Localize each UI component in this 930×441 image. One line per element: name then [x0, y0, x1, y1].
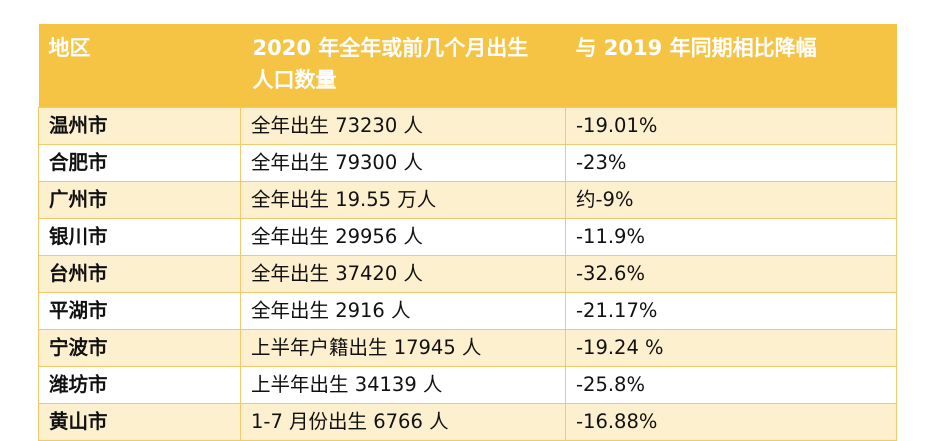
header-region: 地区	[38, 24, 241, 108]
table-header: 地区 2020 年全年或前几个月出生 人口数量 与 2019 年同期相比降幅	[38, 24, 897, 108]
city-cell: 广州市	[38, 181, 241, 219]
births-cell: 全年出生 37420 人	[240, 255, 566, 293]
change-cell: -11.9%	[565, 218, 897, 256]
change-cell: -23%	[565, 144, 897, 182]
births-cell: 上半年户籍出生 17945 人	[240, 329, 566, 367]
births-cell: 1-7 月份出生 6766 人	[240, 403, 566, 441]
header-change-label: 与 2019 年同期相比降幅	[575, 36, 817, 60]
change-cell: -32.6%	[565, 255, 897, 293]
city-cell: 宁波市	[38, 329, 241, 367]
change-cell: 约-9%	[565, 181, 897, 219]
city-cell: 黄山市	[38, 403, 241, 441]
change-cell: -16.88%	[565, 403, 897, 441]
header-births-line1: 2020 年全年或前几个月出生	[252, 36, 529, 60]
birth-data-table-container: 地区 2020 年全年或前几个月出生 人口数量 与 2019 年同期相比降幅 温州…	[38, 24, 897, 441]
change-cell: -21.17%	[565, 292, 897, 330]
city-cell: 平湖市	[38, 292, 241, 330]
table-row: 银川市 全年出生 29956 人 -11.9%	[38, 218, 897, 256]
change-cell: -25.8%	[565, 366, 897, 404]
births-cell: 全年出生 29956 人	[240, 218, 566, 256]
births-cell: 全年出生 19.55 万人	[240, 181, 566, 219]
header-change: 与 2019 年同期相比降幅	[565, 24, 897, 108]
table-row: 黄山市 1-7 月份出生 6766 人 -16.88%	[38, 403, 897, 441]
births-cell: 全年出生 79300 人	[240, 144, 566, 182]
table-row: 广州市 全年出生 19.55 万人 约-9%	[38, 181, 897, 219]
city-cell: 台州市	[38, 255, 241, 293]
city-cell: 潍坊市	[38, 366, 241, 404]
table-row: 合肥市 全年出生 79300 人 -23%	[38, 144, 897, 182]
change-cell: -19.24 %	[565, 329, 897, 367]
city-cell: 温州市	[38, 107, 241, 145]
births-cell: 全年出生 2916 人	[240, 292, 566, 330]
table-body: 温州市 全年出生 73230 人 -19.01% 合肥市 全年出生 79300 …	[38, 107, 897, 441]
table-row: 潍坊市 上半年出生 34139 人 -25.8%	[38, 366, 897, 404]
table-row: 台州市 全年出生 37420 人 -32.6%	[38, 255, 897, 293]
city-cell: 银川市	[38, 218, 241, 256]
births-cell: 全年出生 73230 人	[240, 107, 566, 145]
table-row: 平湖市 全年出生 2916 人 -21.17%	[38, 292, 897, 330]
header-births: 2020 年全年或前几个月出生 人口数量	[240, 24, 566, 108]
city-cell: 合肥市	[38, 144, 241, 182]
birth-data-table: 地区 2020 年全年或前几个月出生 人口数量 与 2019 年同期相比降幅 温州…	[38, 24, 897, 441]
table-row: 宁波市 上半年户籍出生 17945 人 -19.24 %	[38, 329, 897, 367]
header-births-line2: 人口数量	[252, 68, 337, 92]
change-cell: -19.01%	[565, 107, 897, 145]
table-row: 温州市 全年出生 73230 人 -19.01%	[38, 107, 897, 145]
header-row: 地区 2020 年全年或前几个月出生 人口数量 与 2019 年同期相比降幅	[38, 24, 897, 108]
births-cell: 上半年出生 34139 人	[240, 366, 566, 404]
header-region-label: 地区	[48, 36, 91, 60]
